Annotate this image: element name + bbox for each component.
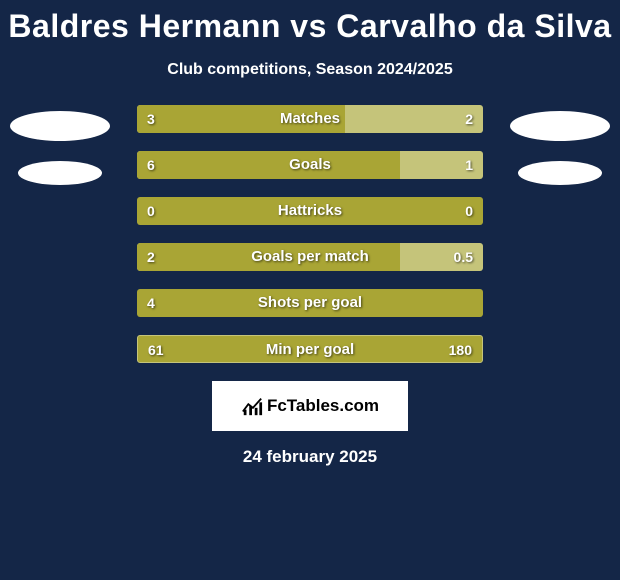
right-logo-1	[510, 111, 610, 141]
stat-row: 6Goals1	[137, 151, 483, 179]
stat-row: 2Goals per match0.5	[137, 243, 483, 271]
stat-row: 3Matches2	[137, 105, 483, 133]
branding-text: FcTables.com	[267, 396, 379, 416]
stat-right-value: 2	[465, 105, 473, 133]
stat-label: Hattricks	[137, 197, 483, 225]
page-title: Baldres Hermann vs Carvalho da Silva	[0, 0, 620, 45]
stat-right-value: 180	[449, 336, 472, 363]
right-club-logos	[510, 101, 610, 185]
stat-label: Min per goal	[138, 336, 482, 363]
subtitle: Club competitions, Season 2024/2025	[0, 61, 620, 79]
content-area: 3Matches26Goals10Hattricks02Goals per ma…	[0, 101, 620, 363]
left-club-logos	[10, 101, 110, 185]
chart-icon	[241, 395, 263, 417]
right-logo-2	[518, 161, 602, 185]
stat-label: Goals per match	[137, 243, 483, 271]
left-logo-1	[10, 111, 110, 141]
stat-label: Shots per goal	[137, 289, 483, 317]
left-logo-2	[18, 161, 102, 185]
stat-row: 61Min per goal180	[137, 335, 483, 363]
comparison-infographic: Baldres Hermann vs Carvalho da Silva Clu…	[0, 0, 620, 580]
stat-label: Goals	[137, 151, 483, 179]
stat-bars: 3Matches26Goals10Hattricks02Goals per ma…	[137, 101, 483, 363]
stat-label: Matches	[137, 105, 483, 133]
stat-row: 4Shots per goal	[137, 289, 483, 317]
date-label: 24 february 2025	[0, 447, 620, 467]
stat-right-value: 0.5	[454, 243, 473, 271]
stat-right-value: 1	[465, 151, 473, 179]
stat-right-value: 0	[465, 197, 473, 225]
stat-row: 0Hattricks0	[137, 197, 483, 225]
branding-badge: FcTables.com	[212, 381, 408, 431]
